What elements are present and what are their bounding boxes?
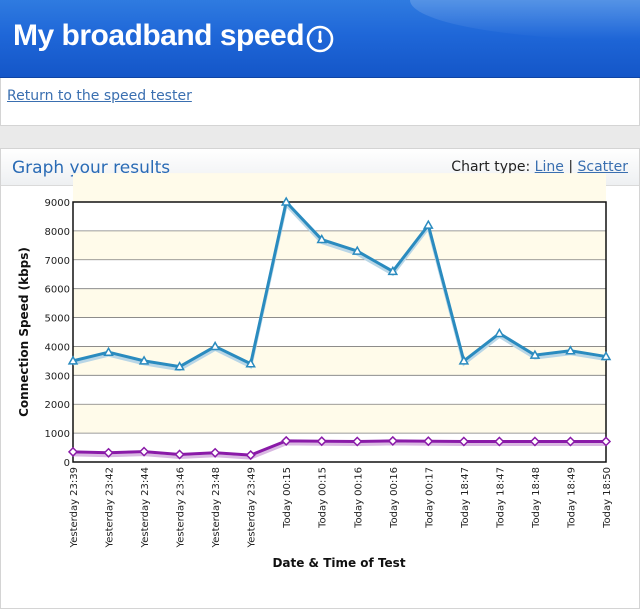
series-1-point	[67, 446, 79, 457]
graph-title: Graph your results	[12, 158, 171, 178]
series-1-point	[423, 436, 434, 447]
y-tick-label: 5000	[45, 314, 70, 325]
series-1-point	[316, 436, 327, 447]
header-banner: My broadband speed	[0, 0, 640, 78]
series-0-point	[494, 327, 505, 338]
x-tick-label: Today 00:15	[318, 467, 329, 529]
plot-frame	[72, 201, 607, 463]
series-0-point	[280, 196, 292, 206]
series-0-point	[529, 349, 541, 359]
y-tick-label: 8000	[45, 227, 70, 238]
series-0-point	[387, 265, 399, 276]
series-1-point	[529, 436, 540, 447]
x-tick-label: Today 00:15	[282, 467, 293, 529]
series-0-point	[103, 346, 114, 356]
y-tick-label: 3000	[45, 371, 70, 382]
x-tick-label: Today 18:47	[495, 467, 506, 529]
series-0-point	[209, 340, 221, 351]
series-1-point	[210, 447, 221, 458]
y-tick-label: 1000	[45, 429, 70, 440]
x-tick-label: Yesterday 23:46	[176, 467, 187, 549]
series-0-point	[600, 351, 612, 361]
series-0-line	[72, 200, 607, 369]
x-tick-label: Yesterday 23:42	[105, 467, 116, 549]
plot-band	[73, 404, 606, 434]
series-1-point	[494, 436, 505, 447]
series-0-point	[423, 219, 434, 229]
y-tick-label: 4000	[45, 342, 70, 353]
y-tick-label: 9000	[45, 198, 70, 209]
chart-type-selector: Chart type: Line | Scatter	[451, 159, 628, 175]
nav-panel: Return to the speed tester	[0, 78, 640, 126]
series-0-point	[458, 355, 470, 365]
plot-band	[73, 288, 606, 318]
x-tick-label: Yesterday 23:48	[211, 467, 222, 549]
plot-band	[73, 173, 606, 202]
series-1-line	[72, 439, 606, 457]
series-0-point	[174, 361, 185, 371]
y-tick-label: 2000	[45, 400, 70, 411]
plot-band	[73, 346, 606, 376]
series-0-point	[245, 358, 256, 368]
x-tick-label: Today 00:16	[389, 467, 400, 529]
series-1-point	[281, 435, 292, 446]
series-1-shadow	[72, 442, 606, 460]
series-0-point	[316, 234, 328, 244]
series-1-point	[139, 446, 150, 457]
y-tick-label: 6000	[45, 285, 70, 296]
series-1-point	[387, 435, 398, 446]
chart-type-scatter-link[interactable]: Scatter	[577, 159, 628, 175]
return-link[interactable]: Return to the speed tester	[7, 88, 192, 104]
speedometer-icon	[306, 25, 334, 53]
x-tick-label: Today 18:47	[460, 467, 471, 529]
series-1-point	[600, 436, 612, 447]
series-1-point	[174, 449, 185, 460]
series-1-point	[352, 436, 363, 447]
page-title: My broadband speed	[13, 19, 305, 52]
series-0-point	[67, 355, 79, 365]
y-tick-label: 0	[64, 458, 70, 469]
x-tick-label: Today 18:50	[602, 467, 613, 529]
x-axis-title: Date & Time of Test	[272, 556, 405, 570]
x-tick-label: Today 18:48	[531, 467, 542, 529]
chart-type-separator: |	[568, 159, 574, 175]
x-tick-label: Yesterday 23:39	[69, 467, 80, 549]
x-tick-label: Today 18:49	[566, 467, 577, 529]
series-1-point	[245, 450, 256, 461]
series-1-point	[458, 436, 469, 447]
x-tick-label: Yesterday 23:44	[140, 467, 151, 549]
chart-type-line-link[interactable]: Line	[534, 159, 564, 175]
y-tick-label: 7000	[45, 256, 70, 267]
x-tick-label: Today 00:16	[353, 467, 364, 529]
series-0-point	[351, 245, 363, 255]
x-tick-label: Yesterday 23:49	[247, 467, 258, 549]
chart-type-label: Chart type:	[451, 159, 531, 175]
series-1-point	[103, 447, 114, 458]
x-tick-label: Today 00:17	[424, 467, 435, 529]
series-0-point	[138, 355, 150, 365]
series-0-shadow	[72, 201, 607, 372]
series-1-point	[565, 436, 576, 447]
y-axis-title: Connection Speed (kbps)	[17, 247, 31, 417]
series-0-point	[565, 345, 576, 355]
